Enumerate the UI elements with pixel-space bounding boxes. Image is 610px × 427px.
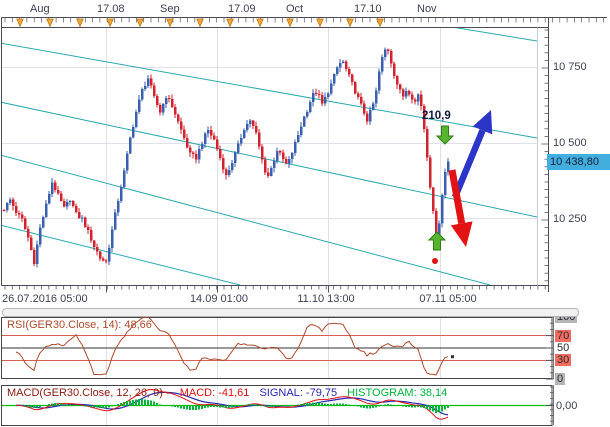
price-axis-label: 10 750 xyxy=(553,61,587,73)
month-axis-label: 17.09 xyxy=(228,3,256,15)
month-axis-label: 17.08 xyxy=(97,3,125,15)
week-marker-pin xyxy=(106,18,114,28)
sell-signal-arrow-icon xyxy=(435,125,455,145)
week-marker-pin xyxy=(46,18,54,28)
week-marker-pin xyxy=(196,18,204,28)
month-axis-label: Sep xyxy=(160,3,180,15)
axis-ticks xyxy=(4,29,549,293)
red-dot-marker xyxy=(432,258,438,264)
rsi-panel xyxy=(1,316,554,380)
price-axis-label: 10 500 xyxy=(553,137,587,149)
rsi-level-label: 50 xyxy=(557,342,570,354)
macd-histogram xyxy=(21,399,449,413)
rsi-line xyxy=(15,317,449,376)
macd-indicator-label: MACD(GER30.Close, 12, 26, 9) - MACD: -41… xyxy=(7,387,454,399)
measured-move-label: 210,9 xyxy=(422,110,451,122)
bearish-scenario-arrow xyxy=(448,169,473,247)
horizontal-scrollbar[interactable] xyxy=(2,308,579,317)
macd-histogram-label: HISTOGRAM: 38,14 xyxy=(347,387,448,399)
rsi-indicator-label: RSI(GER30.Close, 14): 48,66 xyxy=(7,319,152,331)
week-marker-pin xyxy=(16,18,24,28)
week-marker-pin xyxy=(346,18,354,28)
macd-zero-axis-label: 0,00 xyxy=(556,400,578,412)
macd-value-label: MACD: -41,61 xyxy=(179,387,250,399)
last-price-label: 10 438,80 xyxy=(547,153,610,170)
candlesticks xyxy=(3,47,450,268)
week-marker-pin xyxy=(316,18,324,28)
channel-trendlines xyxy=(2,28,537,285)
month-axis-label: 17.10 xyxy=(354,3,382,15)
macd-label-prefix: MACD(GER30.Close, 12, 26, 9) - xyxy=(7,387,170,399)
week-marker-pin xyxy=(376,18,384,28)
week-marker-pin xyxy=(166,18,174,28)
price-axis-label: 10 250 xyxy=(553,213,587,225)
date-axis-label: 26.07.2016 05:00 xyxy=(2,293,88,305)
macd-signal-label: SIGNAL: -79,75 xyxy=(259,387,338,399)
buy-signal-arrow-icon xyxy=(427,231,447,251)
main-plot-area[interactable] xyxy=(2,28,537,285)
date-axis-label: 14.09 01:00 xyxy=(189,293,249,305)
month-axis-label: Aug xyxy=(30,3,50,15)
top-ruler xyxy=(1,17,607,28)
week-marker-pin xyxy=(256,18,264,28)
date-axis-label: 07.11 05:00 xyxy=(419,293,477,305)
month-axis-label: Oct xyxy=(286,3,304,15)
drawing-annotations xyxy=(427,110,493,264)
date-axis-label: 11.10 13:00 xyxy=(297,293,355,305)
rsi-level-label: 30 xyxy=(555,354,572,367)
bullish-scenario-arrow xyxy=(451,110,493,199)
week-marker-pin xyxy=(76,18,84,28)
rsi-level-label: 0 xyxy=(555,373,566,385)
month-axis-label: Nov xyxy=(417,3,437,15)
week-marker-pin xyxy=(286,18,294,28)
week-marker-pin xyxy=(136,18,144,28)
week-marker-pin xyxy=(226,18,234,28)
rsi-level-label: 70 xyxy=(555,329,572,342)
